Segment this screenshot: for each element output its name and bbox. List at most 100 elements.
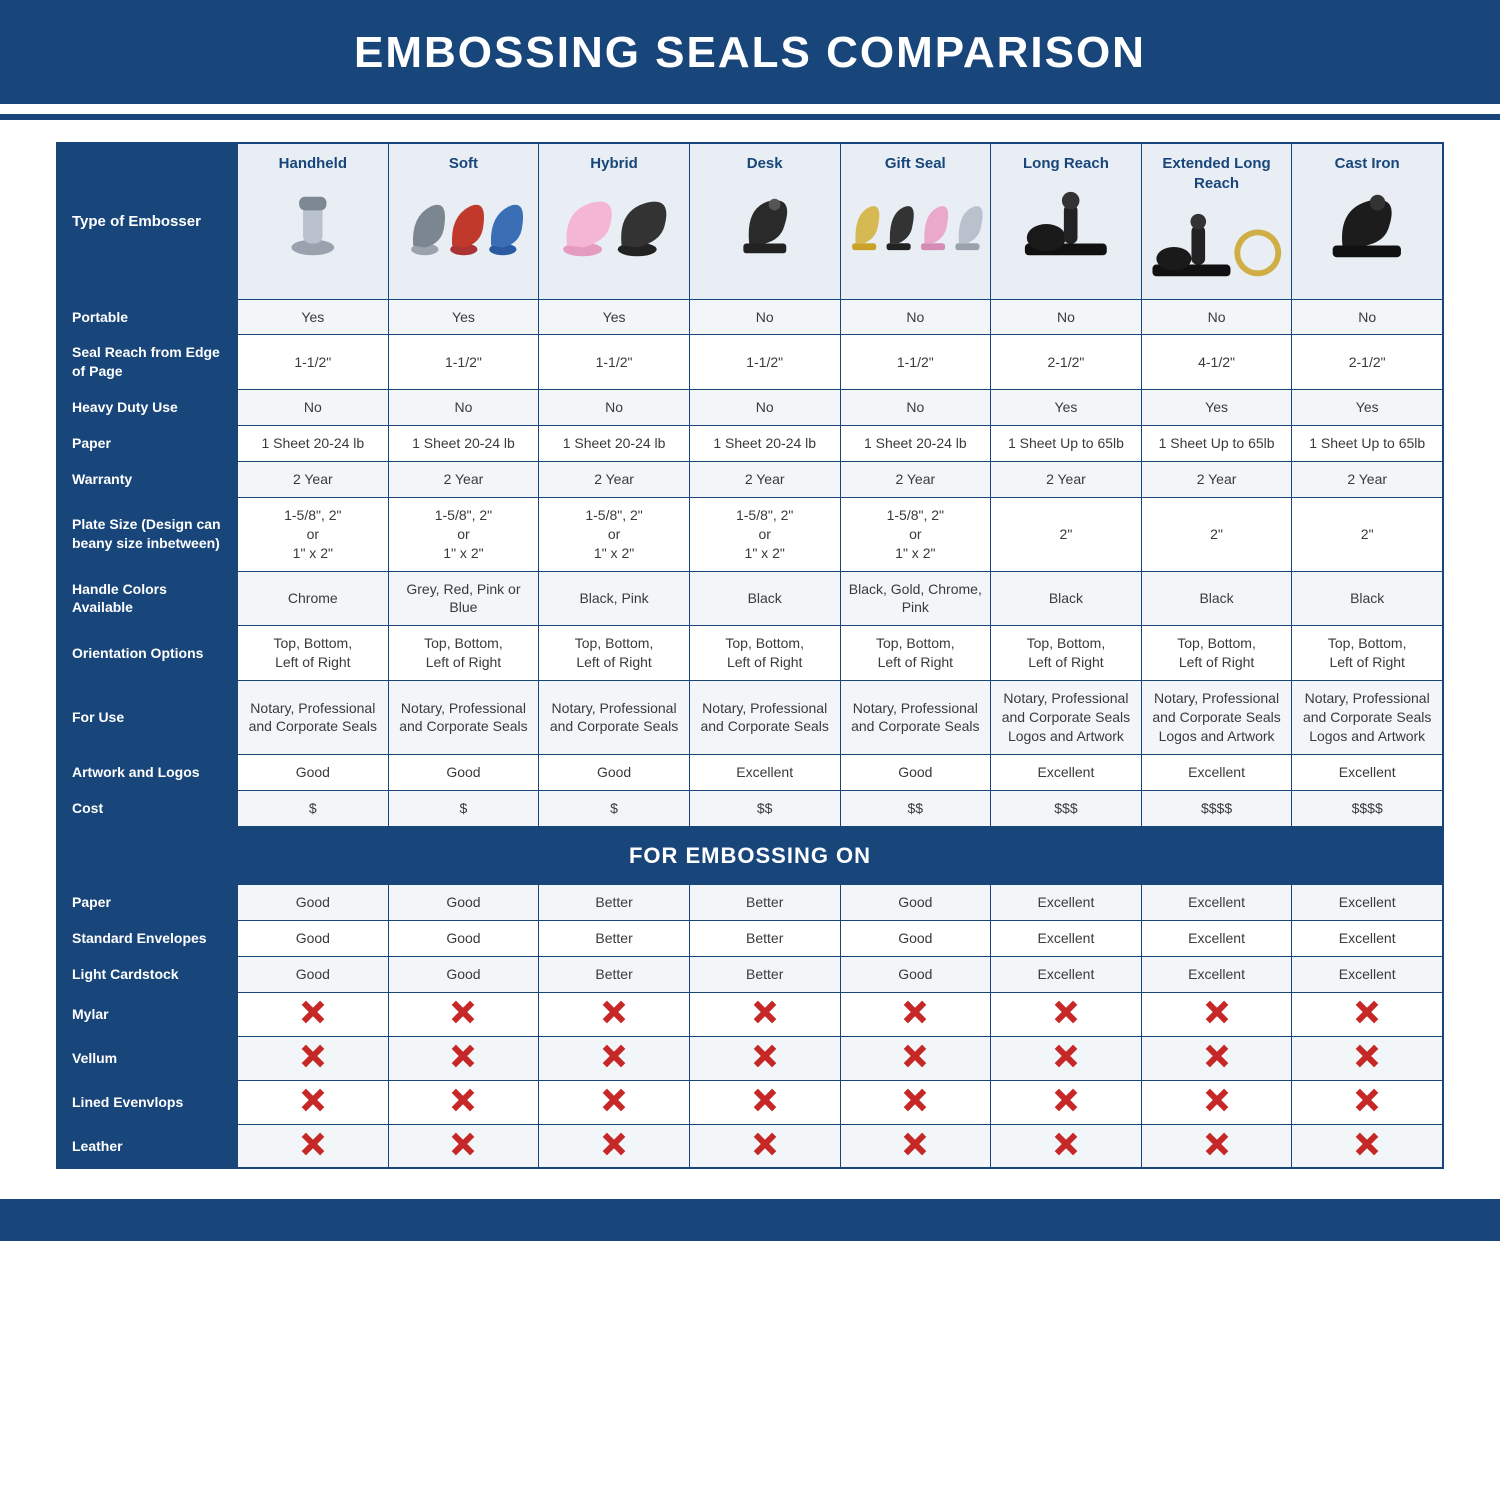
table-cell <box>539 1124 690 1168</box>
table-cell: 1-1/2" <box>689 335 840 390</box>
column-header: Soft <box>388 144 539 300</box>
table-cell: 1-1/2" <box>539 335 690 390</box>
row-label: Cost <box>58 790 238 826</box>
x-icon <box>302 1133 324 1155</box>
table-cell: Top, Bottom,Left of Right <box>840 626 991 681</box>
table-cell: Excellent <box>1141 885 1292 921</box>
table-cell: Yes <box>539 299 690 335</box>
table-cell: Notary, Professional and Corporate Seals <box>388 681 539 755</box>
x-icon <box>302 1001 324 1023</box>
table-cell <box>388 1036 539 1080</box>
table-cell: 2 Year <box>539 461 690 497</box>
table-row: Paper1 Sheet 20-24 lb1 Sheet 20-24 lb1 S… <box>58 426 1443 462</box>
table-cell: 1 Sheet 20-24 lb <box>388 426 539 462</box>
table-cell: Black <box>1292 571 1443 626</box>
table-cell: Excellent <box>991 957 1142 993</box>
row-label: Standard Envelopes <box>58 921 238 957</box>
table-cell: $$$$ <box>1292 790 1443 826</box>
table-cell: 1-1/2" <box>388 335 539 390</box>
x-icon <box>1206 1045 1228 1067</box>
table-cell: 2 Year <box>1292 461 1443 497</box>
row-label: Orientation Options <box>58 626 238 681</box>
row-label: Leather <box>58 1124 238 1168</box>
row-label: Lined Evenvlops <box>58 1080 238 1124</box>
table-cell <box>840 992 991 1036</box>
x-icon <box>754 1133 776 1155</box>
table-cell <box>991 1080 1142 1124</box>
x-icon <box>1055 1001 1077 1023</box>
table-cell: Excellent <box>1292 754 1443 790</box>
x-icon <box>904 1001 926 1023</box>
table-cell: $$$$ <box>1141 790 1292 826</box>
table-cell: 2 Year <box>1141 461 1292 497</box>
x-icon <box>452 1045 474 1067</box>
column-header: Long Reach <box>991 144 1142 300</box>
table-cell: Good <box>238 921 389 957</box>
embosser-image <box>997 182 1135 270</box>
x-icon <box>1356 1133 1378 1155</box>
row-label: Light Cardstock <box>58 957 238 993</box>
table-cell: 2-1/2" <box>991 335 1142 390</box>
table-cell <box>689 1080 840 1124</box>
table-cell: 1-5/8", 2"or1" x 2" <box>238 497 389 571</box>
table-cell <box>1292 1036 1443 1080</box>
table-cell: Good <box>238 754 389 790</box>
embosser-image <box>1148 203 1286 291</box>
table-cell: Black, Pink <box>539 571 690 626</box>
table-cell: Top, Bottom,Left of Right <box>1141 626 1292 681</box>
table-cell: No <box>1292 299 1443 335</box>
x-icon <box>1206 1001 1228 1023</box>
table-cell: Notary, Professional and Corporate Seals <box>689 681 840 755</box>
row-label: Mylar <box>58 992 238 1036</box>
table-cell: Grey, Red, Pink or Blue <box>388 571 539 626</box>
table-cell: 2 Year <box>991 461 1142 497</box>
table-cell: 2-1/2" <box>1292 335 1443 390</box>
table-cell: Better <box>689 921 840 957</box>
table-cell: Excellent <box>1141 754 1292 790</box>
table-cell: 1-5/8", 2"or1" x 2" <box>840 497 991 571</box>
x-icon <box>1356 1045 1378 1067</box>
table-cell: No <box>238 390 389 426</box>
table-cell: Black <box>991 571 1142 626</box>
embosser-image <box>1298 182 1436 270</box>
table-cell <box>840 1124 991 1168</box>
table-cell: No <box>1141 299 1292 335</box>
table-row: Cost$$$$$$$$$$$$$$$$$$ <box>58 790 1443 826</box>
table-cell: Top, Bottom,Left of Right <box>991 626 1142 681</box>
table-cell <box>388 992 539 1036</box>
table-row: Plate Size (Design can beany size inbetw… <box>58 497 1443 571</box>
embosser-image <box>696 182 834 270</box>
comparison-table: Type of Embosser HandheldSoftHybridDeskG… <box>57 143 1443 1168</box>
table-cell: 1 Sheet Up to 65lb <box>1292 426 1443 462</box>
x-icon <box>1206 1133 1228 1155</box>
table-cell: Notary, Professional and Corporate Seals… <box>991 681 1142 755</box>
column-title: Extended Long Reach <box>1148 154 1286 195</box>
table-cell: 1 Sheet 20-24 lb <box>689 426 840 462</box>
table-cell: Excellent <box>991 921 1142 957</box>
table-cell: No <box>689 299 840 335</box>
table-cell: 1-5/8", 2"or1" x 2" <box>539 497 690 571</box>
table-cell: Good <box>388 885 539 921</box>
table-cell <box>1141 992 1292 1036</box>
table-cell: Good <box>539 754 690 790</box>
table-cell: 2 Year <box>388 461 539 497</box>
section-label: FOR EMBOSSING ON <box>58 826 1443 885</box>
column-header: Handheld <box>238 144 389 300</box>
row-label: Handle Colors Available <box>58 571 238 626</box>
embosser-image <box>847 182 985 270</box>
table-header-row: Type of Embosser HandheldSoftHybridDeskG… <box>58 144 1443 300</box>
table-cell: Yes <box>238 299 389 335</box>
table-cell: Better <box>689 885 840 921</box>
x-icon <box>754 1001 776 1023</box>
table-cell <box>539 992 690 1036</box>
table-cell: No <box>840 390 991 426</box>
column-title: Long Reach <box>997 154 1135 174</box>
table-cell: Chrome <box>238 571 389 626</box>
column-title: Soft <box>395 154 533 174</box>
table-cell: No <box>689 390 840 426</box>
table-cell: Notary, Professional and Corporate Seals… <box>1141 681 1292 755</box>
comparison-table-wrap: Type of Embosser HandheldSoftHybridDeskG… <box>56 142 1444 1169</box>
table-cell <box>238 1036 389 1080</box>
table-row: PaperGoodGoodBetterBetterGoodExcellentEx… <box>58 885 1443 921</box>
table-cell: Excellent <box>1292 885 1443 921</box>
